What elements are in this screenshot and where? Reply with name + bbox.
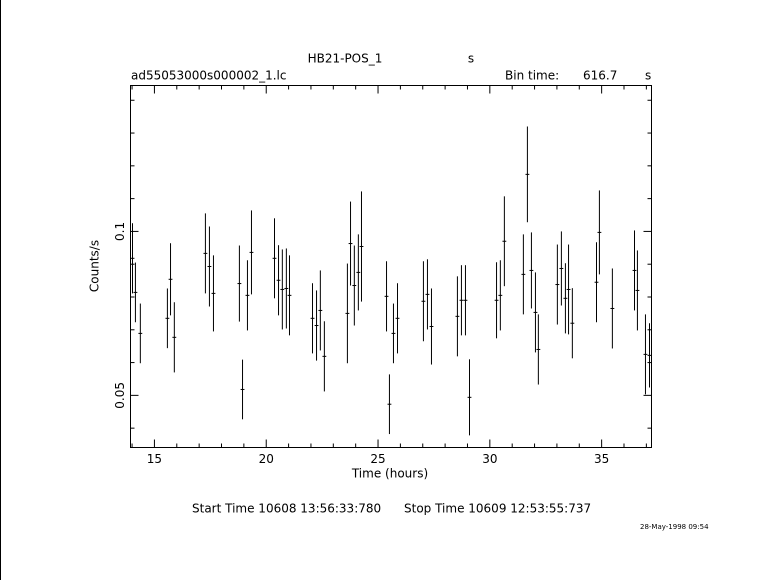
y-axis-label: Counts/s bbox=[88, 240, 102, 292]
chart-title: HB21-POS_1 bbox=[308, 52, 383, 66]
stop-time: Stop Time 10609 12:53:55:737 bbox=[404, 502, 591, 516]
y-tick-label: 0.1 bbox=[113, 222, 127, 241]
x-tick-label: 30 bbox=[482, 452, 497, 466]
filename: ad55053000s000002_1.lc bbox=[131, 69, 287, 83]
bin-time-unit: s bbox=[645, 69, 651, 83]
bin-time-label: Bin time: bbox=[505, 69, 559, 83]
bin-time: 616.7 bbox=[583, 69, 617, 83]
x-tick-label: 35 bbox=[594, 452, 609, 466]
y-tick-label: 0.05 bbox=[113, 382, 127, 409]
plot-frame bbox=[130, 85, 652, 448]
title-unit: s bbox=[468, 52, 474, 66]
x-tick-label: 15 bbox=[147, 452, 162, 466]
timestamp: 28-May-1998 09:54 bbox=[640, 523, 709, 531]
x-tick-label: 25 bbox=[370, 452, 385, 466]
start-time: Start Time 10608 13:56:33:780 bbox=[192, 502, 381, 516]
x-axis-label: Time (hours) bbox=[351, 467, 428, 481]
x-tick-label: 20 bbox=[259, 452, 274, 466]
